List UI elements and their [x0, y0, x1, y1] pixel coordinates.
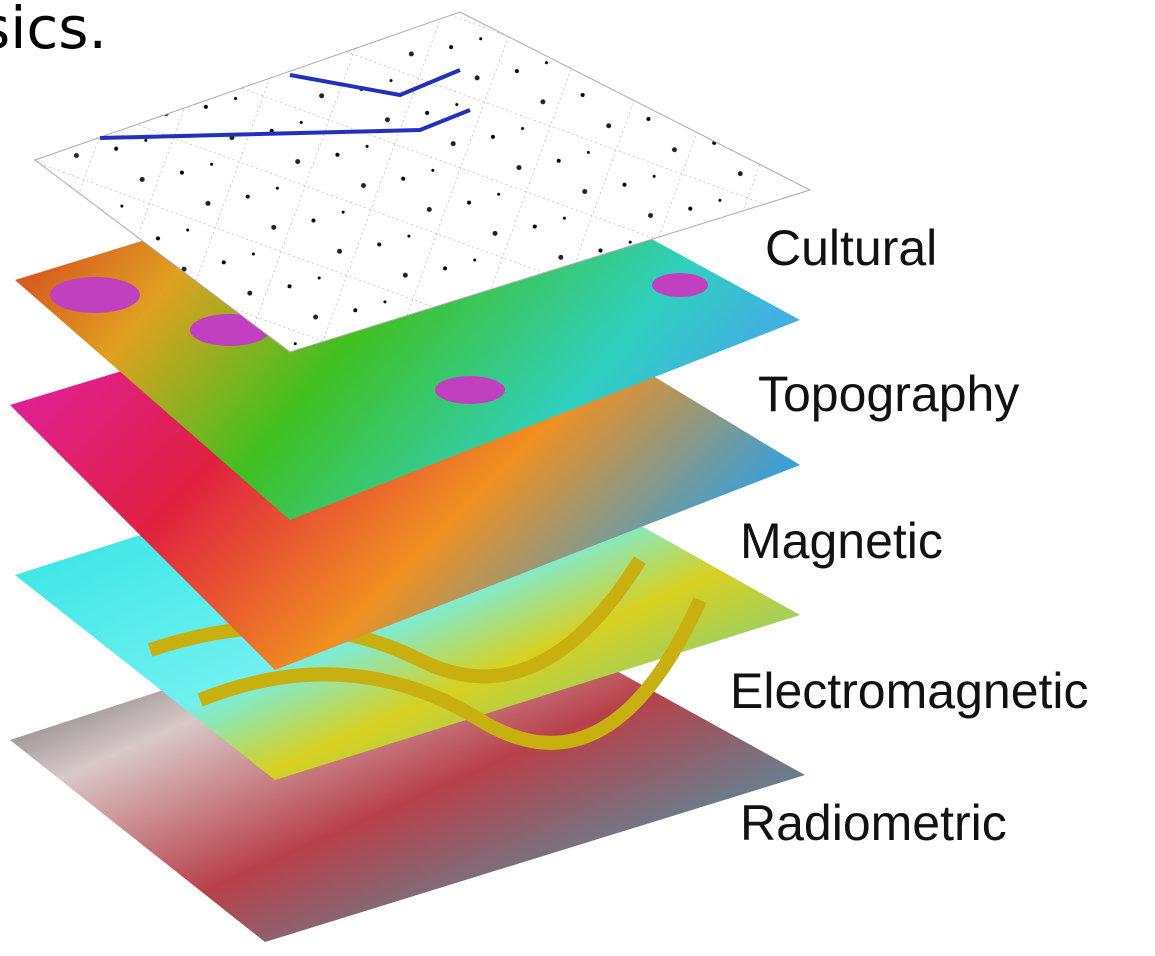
- cultural-layer: [33, 11, 812, 353]
- title: sics.: [0, 0, 107, 62]
- layer-label: Topography: [758, 366, 1019, 422]
- layer-label: Electromagnetic: [730, 663, 1089, 719]
- cultural-road: [99, 68, 471, 140]
- layer-label: Magnetic: [740, 513, 943, 569]
- layer-label: Radiometric: [740, 795, 1007, 851]
- layer-label: Cultural: [765, 220, 937, 276]
